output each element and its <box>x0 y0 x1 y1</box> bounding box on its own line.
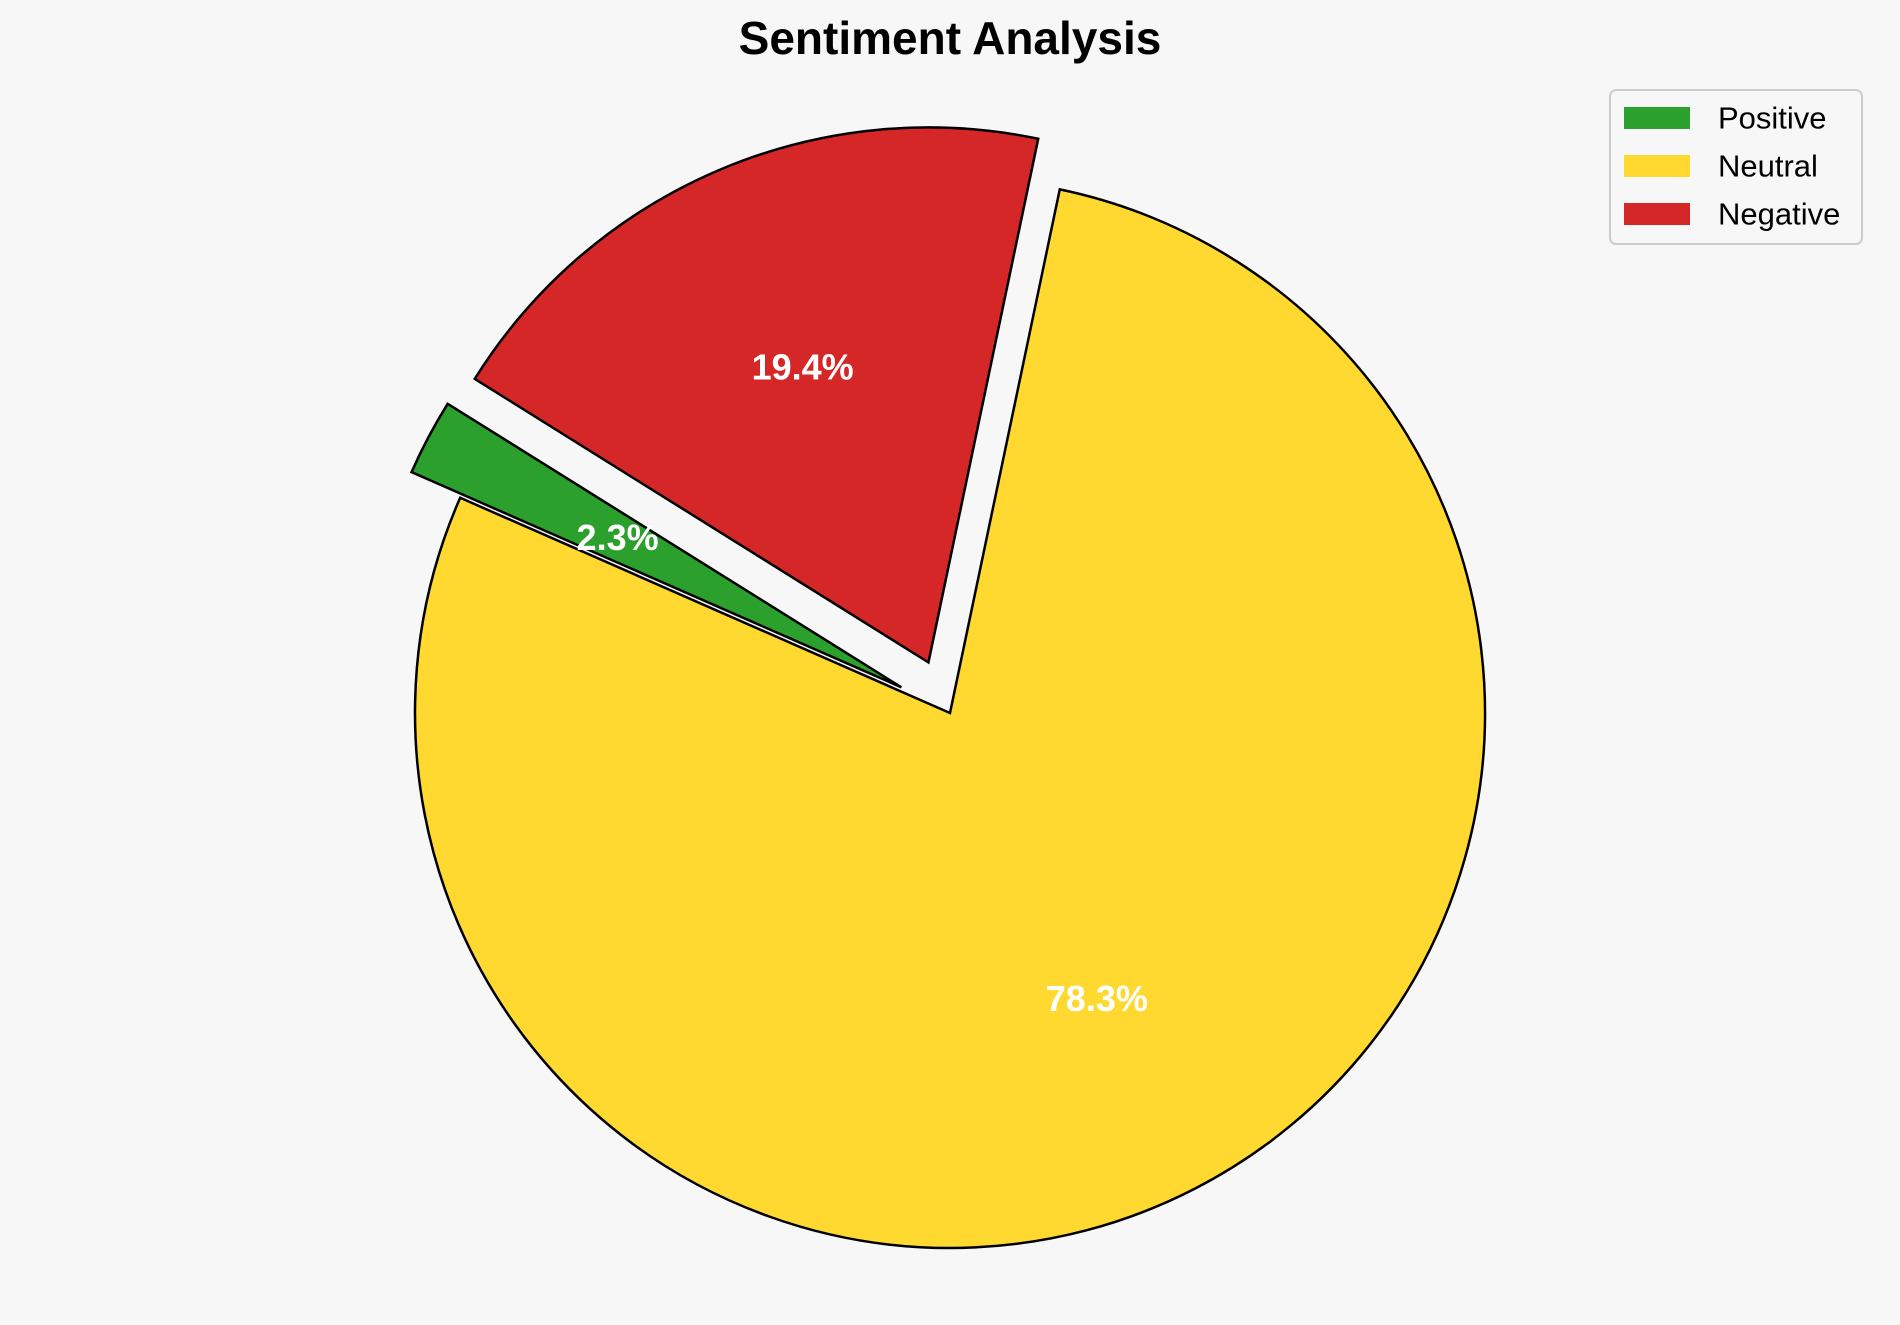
pie-slice-positive <box>409 402 903 689</box>
pie-slices <box>409 126 1487 1250</box>
chart-title: Sentiment Analysis <box>739 12 1162 64</box>
legend: Positive Neutral Negative <box>1609 89 1863 245</box>
legend-swatch-neutral <box>1624 155 1690 177</box>
pie-slice-neutral <box>413 187 1487 1250</box>
pie-label-neutral: 78.3% <box>1046 978 1148 1019</box>
pie-value-labels: 2.3% 78.3% 19.4% <box>577 347 1148 1019</box>
legend-label-neutral: Neutral <box>1718 149 1818 184</box>
pie-label-negative: 19.4% <box>752 347 854 388</box>
legend-label-positive: Positive <box>1718 101 1827 136</box>
pie-label-positive: 2.3% <box>577 517 659 558</box>
legend-swatch-positive <box>1624 107 1690 129</box>
legend-label-negative: Negative <box>1718 197 1840 232</box>
pie-slice-negative <box>473 126 1040 665</box>
legend-swatch-negative <box>1624 203 1690 225</box>
